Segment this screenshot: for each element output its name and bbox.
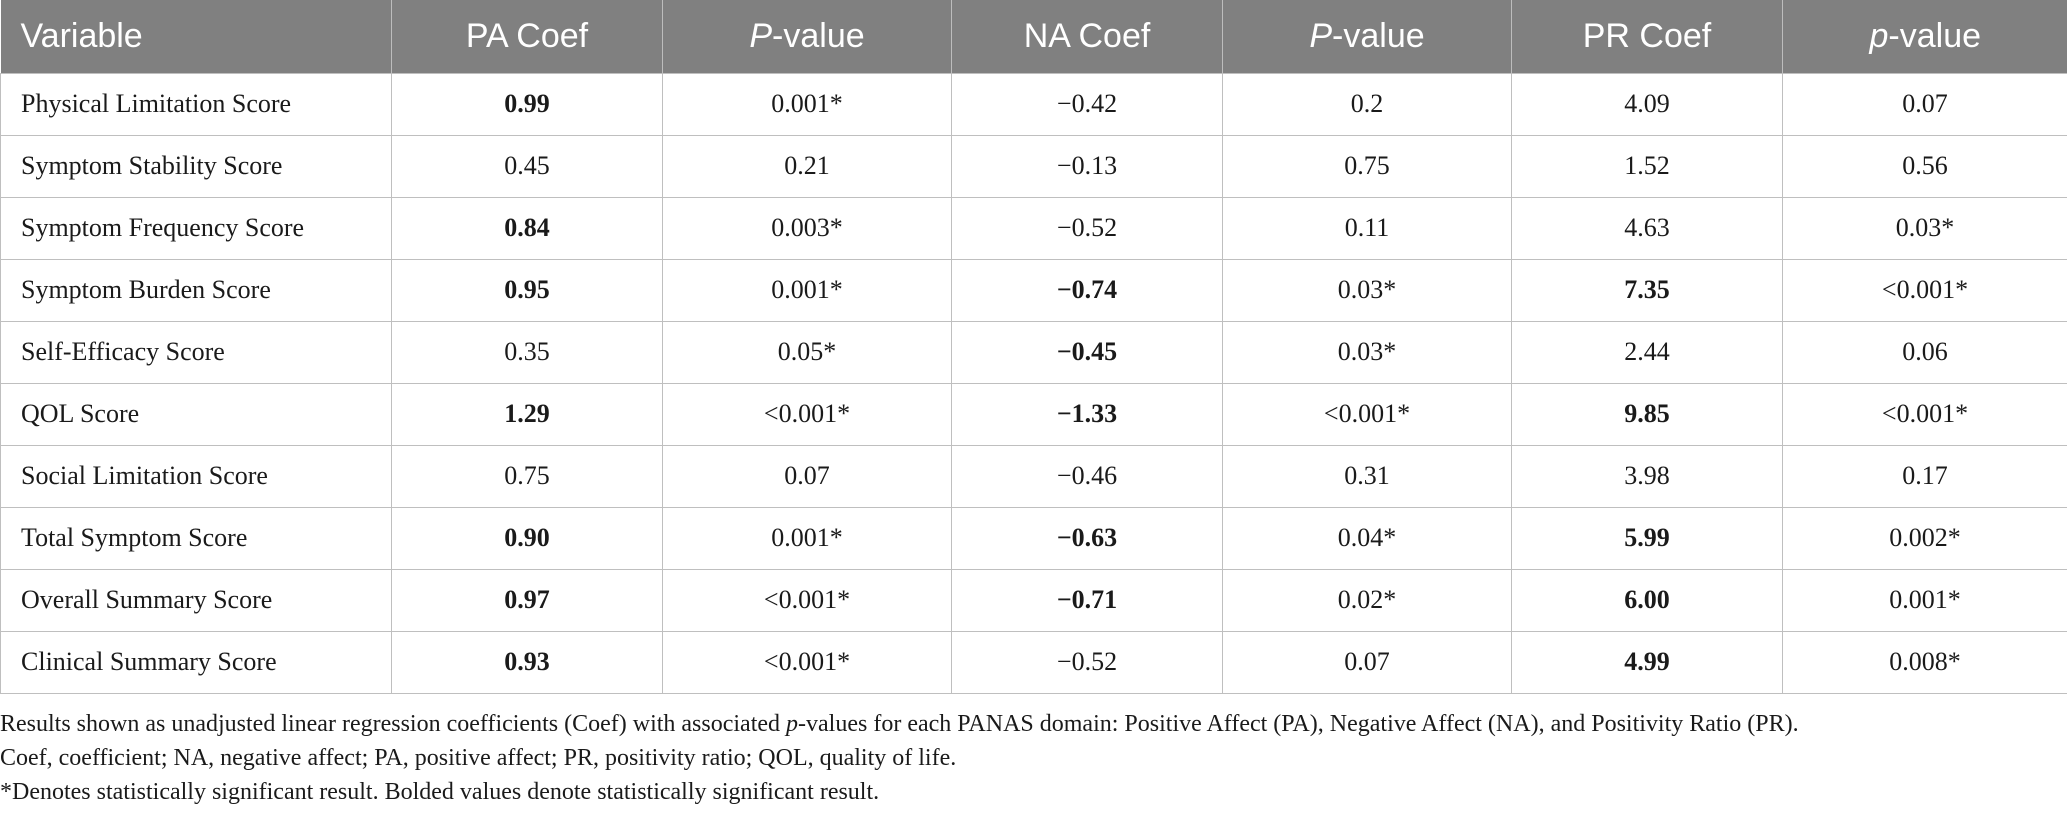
column-header-pa-pvalue: P-value — [662, 0, 952, 73]
cell-pa-pvalue: <0.001* — [662, 630, 952, 694]
cell-na-pvalue: 0.07 — [1222, 630, 1512, 694]
cell-variable: Symptom Stability Score — [0, 134, 392, 198]
cell-pr-pvalue: 0.008* — [1782, 630, 2067, 694]
cell-pa-pvalue: 0.003* — [662, 196, 952, 260]
cell-pr-pvalue: <0.001* — [1782, 258, 2067, 322]
cell-pa-pvalue: 0.001* — [662, 72, 952, 136]
cell-pr-pvalue: 0.07 — [1782, 72, 2067, 136]
cell-pa-pvalue: 0.07 — [662, 444, 952, 508]
cell-pa-coef: 0.90 — [391, 506, 663, 570]
cell-pa-coef: 0.97 — [391, 568, 663, 632]
table-row: Symptom Stability Score 0.45 0.21 −0.13 0.75… — [0, 134, 2067, 198]
cell-pr-coef: 4.99 — [1511, 630, 1783, 694]
footnote-abbreviations: Coef, coefficient; NA, negative affect; … — [0, 745, 957, 771]
cell-na-coef: −0.63 — [951, 506, 1223, 570]
cell-pr-coef: 3.98 — [1511, 444, 1783, 508]
cell-variable: Social Limitation Score — [0, 444, 392, 508]
cell-pr-coef: 2.44 — [1511, 320, 1783, 384]
column-header-pa-coef: PA Coef — [391, 0, 663, 73]
table-row: Physical Limitation Score 0.99 0.001* −0.42… — [0, 72, 2067, 136]
cell-pa-coef: 1.29 — [391, 382, 663, 446]
table-body: Physical Limitation Score 0.99 0.001* −0.42… — [0, 72, 2067, 694]
cell-pr-pvalue: 0.002* — [1782, 506, 2067, 570]
cell-na-coef: −0.42 — [951, 72, 1223, 136]
column-header-na-pvalue: P-value — [1222, 0, 1512, 73]
cell-variable: Total Symptom Score — [0, 506, 392, 570]
cell-variable: Symptom Burden Score — [0, 258, 392, 322]
column-header-pr-coef: PR Coef — [1511, 0, 1783, 73]
cell-na-coef: −0.45 — [951, 320, 1223, 384]
cell-na-coef: −1.33 — [951, 382, 1223, 446]
cell-na-coef: −0.13 — [951, 134, 1223, 198]
cell-pa-coef: 0.45 — [391, 134, 663, 198]
cell-na-pvalue: 0.75 — [1222, 134, 1512, 198]
cell-pr-pvalue: 0.03* — [1782, 196, 2067, 260]
cell-pr-pvalue: <0.001* — [1782, 382, 2067, 446]
cell-variable: Clinical Summary Score — [0, 630, 392, 694]
cell-pa-pvalue: <0.001* — [662, 568, 952, 632]
cell-variable: QOL Score — [0, 382, 392, 446]
cell-pr-coef: 4.63 — [1511, 196, 1783, 260]
cell-pa-coef: 0.95 — [391, 258, 663, 322]
cell-pa-pvalue: 0.001* — [662, 506, 952, 570]
cell-pa-coef: 0.35 — [391, 320, 663, 384]
cell-pa-coef: 0.93 — [391, 630, 663, 694]
cell-pr-coef: 4.09 — [1511, 72, 1783, 136]
footnote-results: Results shown as unadjusted linear regre… — [0, 711, 1799, 737]
header-row: Variable PA Coef P-value NA Coef P-value… — [0, 0, 2067, 73]
table-row: Self-Efficacy Score 0.35 0.05* −0.45 0.03* 2.… — [0, 320, 2067, 384]
table-row: Overall Summary Score 0.97 <0.001* −0.71 0.0… — [0, 568, 2067, 632]
table-row: Total Symptom Score 0.90 0.001* −0.63 0.04* 5… — [0, 506, 2067, 570]
cell-pa-pvalue: 0.001* — [662, 258, 952, 322]
cell-pa-coef: 0.84 — [391, 196, 663, 260]
cell-pa-coef: 0.99 — [391, 72, 663, 136]
cell-na-coef: −0.52 — [951, 196, 1223, 260]
table-footnotes: Results shown as unadjusted linear regre… — [0, 707, 2060, 809]
table-row: Symptom Burden Score 0.95 0.001* −0.74 0.03*… — [0, 258, 2067, 322]
cell-pr-coef: 6.00 — [1511, 568, 1783, 632]
table-row: Social Limitation Score 0.75 0.07 −0.46 0.31… — [0, 444, 2067, 508]
cell-pr-pvalue: 0.17 — [1782, 444, 2067, 508]
cell-variable: Self-Efficacy Score — [0, 320, 392, 384]
cell-pa-pvalue: 0.21 — [662, 134, 952, 198]
cell-variable: Symptom Frequency Score — [0, 196, 392, 260]
cell-pa-pvalue: 0.05* — [662, 320, 952, 384]
cell-pa-coef: 0.75 — [391, 444, 663, 508]
cell-pr-coef: 7.35 — [1511, 258, 1783, 322]
table-row: Clinical Summary Score 0.93 <0.001* −0.52 0.… — [0, 630, 2067, 694]
cell-na-pvalue: 0.31 — [1222, 444, 1512, 508]
cell-na-pvalue: 0.02* — [1222, 568, 1512, 632]
cell-variable: Overall Summary Score — [0, 568, 392, 632]
cell-na-pvalue: 0.2 — [1222, 72, 1512, 136]
table-row: Symptom Frequency Score 0.84 0.003* −0.52 0.… — [0, 196, 2067, 260]
cell-na-pvalue: 0.11 — [1222, 196, 1512, 260]
cell-pr-coef: 1.52 — [1511, 134, 1783, 198]
cell-na-coef: −0.74 — [951, 258, 1223, 322]
column-header-na-coef: NA Coef — [951, 0, 1223, 73]
cell-pr-pvalue: 0.06 — [1782, 320, 2067, 384]
cell-na-pvalue: 0.04* — [1222, 506, 1512, 570]
cell-na-coef: −0.46 — [951, 444, 1223, 508]
cell-na-coef: −0.52 — [951, 630, 1223, 694]
footnote-significance: *Denotes statistically significant resul… — [0, 779, 880, 805]
cell-pr-coef: 5.99 — [1511, 506, 1783, 570]
cell-na-pvalue: <0.001* — [1222, 382, 1512, 446]
cell-na-pvalue: 0.03* — [1222, 258, 1512, 322]
column-header-variable: Variable — [20, 16, 143, 55]
cell-na-coef: −0.71 — [951, 568, 1223, 632]
cell-pr-pvalue: 0.56 — [1782, 134, 2067, 198]
cell-pa-pvalue: <0.001* — [662, 382, 952, 446]
table-row: QOL Score 1.29 <0.001* −1.33 <0.001* 9.85 <0.0… — [0, 382, 2067, 446]
results-table: Variable PA Coef P-value NA Coef P-value… — [0, 0, 2067, 694]
cell-pr-pvalue: 0.001* — [1782, 568, 2067, 632]
table-header: Variable PA Coef P-value NA Coef P-value… — [0, 0, 2067, 73]
cell-variable: Physical Limitation Score — [0, 72, 392, 136]
cell-na-pvalue: 0.03* — [1222, 320, 1512, 384]
cell-pr-coef: 9.85 — [1511, 382, 1783, 446]
column-header-pr-pvalue: p-value — [1782, 0, 2067, 73]
